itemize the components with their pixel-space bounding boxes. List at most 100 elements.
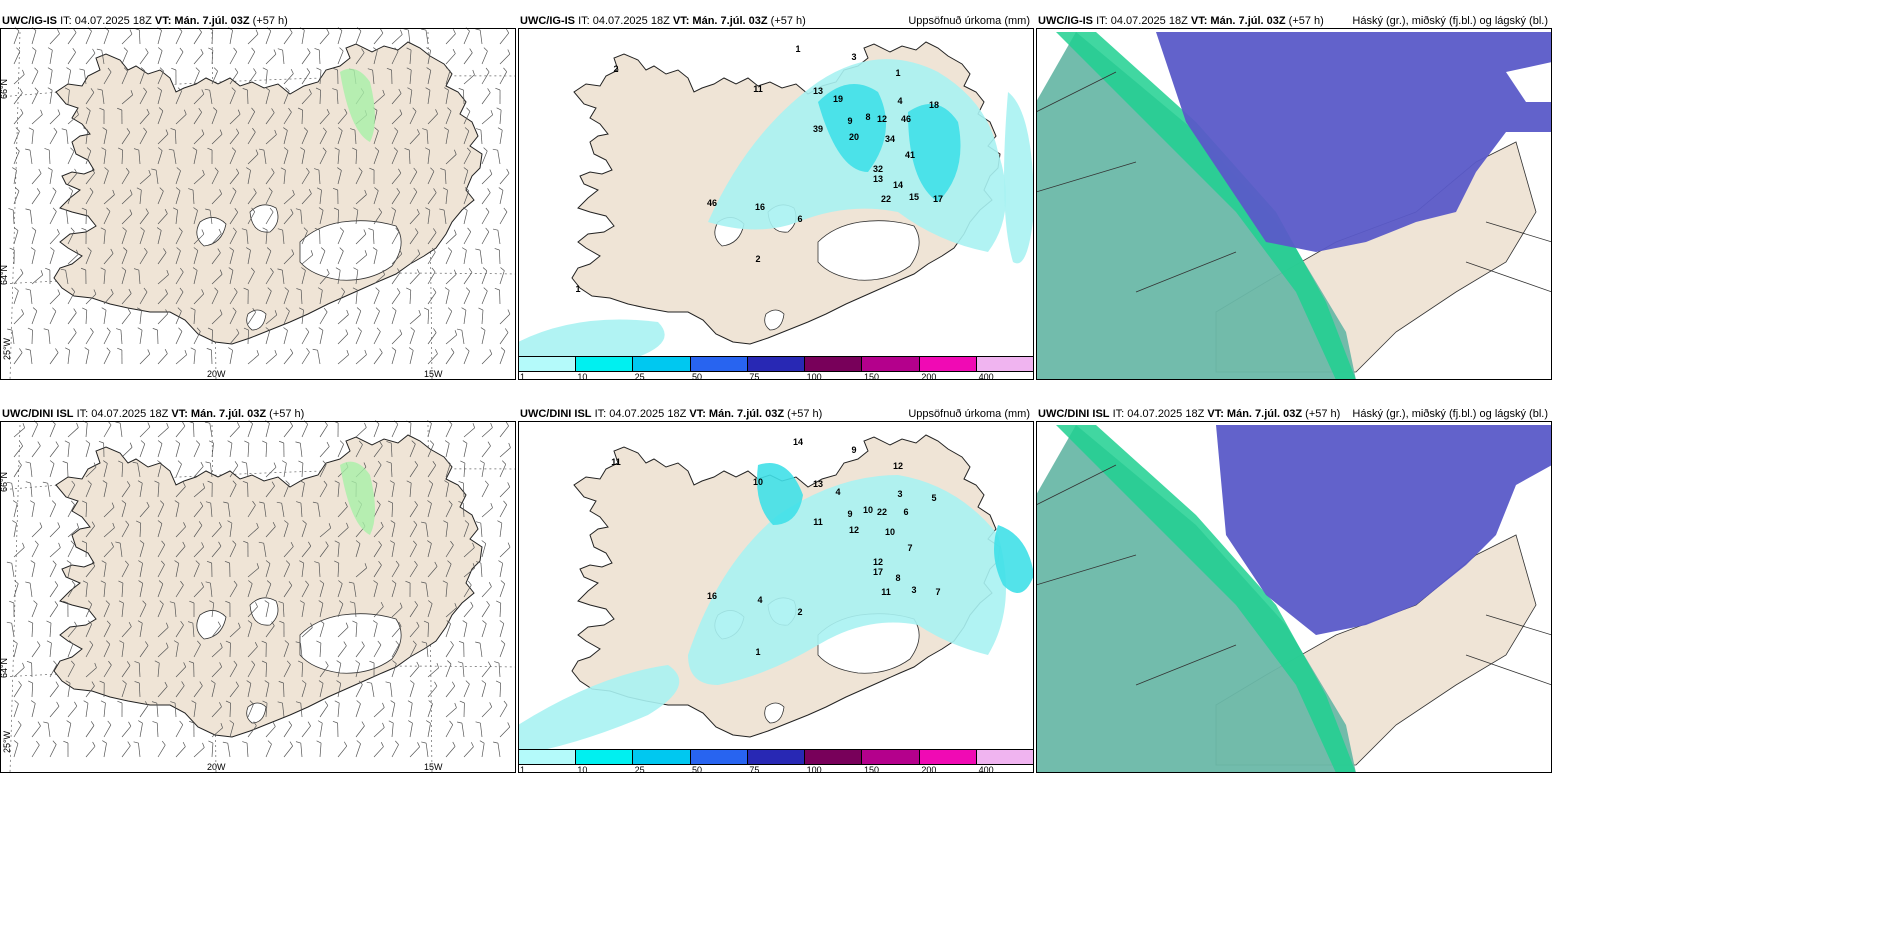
- glacier-outline: [299, 220, 402, 281]
- colorbar-threshold: 200: [921, 765, 937, 773]
- map-canvas[interactable]: [0, 405, 516, 773]
- precip-value-label: 10: [863, 505, 873, 515]
- colorbar-threshold: 150: [864, 765, 880, 773]
- model-name: UWC/IG-IS: [2, 15, 57, 27]
- field-title: Uppsöfnuð úrkoma (mm): [908, 15, 1030, 27]
- lon-tick-15w: 15W: [424, 762, 443, 772]
- precip-value-label: 39: [813, 124, 823, 134]
- valid-time: Mán. 7.júl. 03Z: [174, 15, 250, 27]
- colorbar-threshold: 100: [806, 372, 822, 380]
- precip-value-label: 11: [813, 517, 823, 527]
- precip-value-label: 19: [833, 94, 843, 104]
- precip-value-label: 11: [881, 587, 891, 597]
- colorbar-cells: [518, 356, 1034, 372]
- colorbar-cells: [518, 749, 1034, 765]
- model-name: UWC/IG-IS: [1038, 15, 1093, 27]
- map-canvas[interactable]: [0, 12, 516, 380]
- glacier-outline: [196, 217, 227, 247]
- wind-barbs: [7, 27, 511, 365]
- precip-value-label: 1: [755, 647, 760, 657]
- precip-value-label: 12: [873, 557, 883, 567]
- precip-value-label: 12: [893, 461, 903, 471]
- colorbar-swatch: [576, 750, 634, 764]
- cloud-map-panel: UWC/IG-IS IT: 04.07.2025 18Z VT: Mán. 7.…: [1036, 12, 1552, 380]
- lead-time: (+57 h): [252, 15, 288, 27]
- colorbar-swatch: [633, 357, 691, 371]
- iceland-landmass: [53, 41, 483, 345]
- colorbar-swatch: [919, 750, 977, 764]
- precip-value-label: 34: [885, 134, 895, 144]
- colorbar-swatch: [519, 357, 577, 371]
- colorbar-labels: 1 10 25 50 75 100 150 200 400: [518, 765, 1034, 773]
- wind-barbs: [6, 420, 511, 758]
- colorbar-threshold: 75: [749, 765, 760, 773]
- init-time: IT: 04.07.2025 18Z: [578, 15, 670, 27]
- glacier-outline: [249, 597, 279, 626]
- precip-value-label: 3: [897, 489, 902, 499]
- precip-value-label: 9: [847, 116, 852, 126]
- colorbar-threshold: 150: [864, 372, 880, 380]
- valid-time-label: VT:: [1190, 15, 1208, 27]
- precip-value-label: 9: [851, 445, 856, 455]
- colorbar-threshold: 400: [978, 765, 994, 773]
- precip-value-label: 13: [813, 86, 823, 96]
- light-precip-area: [340, 68, 375, 142]
- map-canvas[interactable]: [1036, 405, 1552, 773]
- precip-value-label: 13: [813, 479, 823, 489]
- colorbar-labels: 1 10 25 50 75 100 150 200 400: [518, 372, 1034, 380]
- precip-value-label: 32: [873, 164, 883, 174]
- colorbar-swatch: [805, 357, 863, 371]
- colorbar-swatch: [576, 357, 634, 371]
- precip-value-label: 10: [753, 477, 763, 487]
- precip-value-label: 12: [849, 525, 859, 535]
- panel-header: UWC/IG-IS IT: 04.07.2025 18Z VT: Mán. 7.…: [2, 15, 288, 27]
- map-canvas[interactable]: [1036, 12, 1552, 380]
- colorbar-swatch: [519, 750, 577, 764]
- wind-map-panel: UWC/DINI ISL IT: 04.07.2025 18Z VT: Mán.…: [0, 405, 516, 773]
- colorbar-swatch: [747, 357, 806, 371]
- colorbar-threshold: 100: [806, 765, 822, 773]
- mid-cloud-band: [1056, 32, 1356, 380]
- precip-value-label: 11: [753, 84, 763, 94]
- precip-value-label: 14: [793, 437, 803, 447]
- glacier-outline: [246, 309, 267, 331]
- colorbar-threshold: 25: [634, 765, 645, 773]
- lead-time: (+57 h): [1305, 408, 1341, 420]
- precip-value-label: 3: [851, 52, 856, 62]
- valid-time: Mán. 7.júl. 03Z: [190, 408, 267, 420]
- precip-value-label: 2: [797, 607, 802, 617]
- valid-time-label: VT:: [1207, 408, 1224, 420]
- init-time: IT: 04.07.2025 18Z: [1112, 408, 1205, 420]
- precip-value-label: 1: [795, 44, 800, 54]
- panel-header: UWC/DINI ISL IT: 04.07.2025 18Z VT: Mán.…: [520, 408, 823, 420]
- map-frame: [518, 421, 1034, 773]
- precip-value-label: 1: [895, 68, 900, 78]
- colorbar-threshold: 50: [692, 372, 703, 380]
- precip-field: [518, 463, 1034, 755]
- glacier-outline: [764, 309, 785, 331]
- precip-value-label: 2: [613, 64, 618, 74]
- valid-time-label: VT:: [171, 408, 188, 420]
- lead-time: (+57 h): [770, 15, 806, 27]
- low-cloud-area: [1036, 425, 1356, 773]
- low-cloud-area: [1036, 32, 1356, 380]
- valid-time-label: VT:: [672, 15, 690, 27]
- panel-header: UWC/IG-IS IT: 04.07.2025 18Z VT: Mán. 7.…: [1038, 15, 1324, 27]
- lat-tick-64n: 64°N: [0, 264, 10, 286]
- precip-field: [518, 59, 1034, 360]
- colorbar-threshold: 1: [520, 765, 526, 773]
- model-name: UWC/DINI ISL: [520, 408, 592, 420]
- precip-value-label: 5: [931, 493, 936, 503]
- colorbar-swatch: [919, 357, 977, 371]
- precip-value-label: 12: [877, 114, 887, 124]
- precip-value-label: 14: [893, 180, 903, 190]
- lat-tick-66n: 66°N: [0, 471, 10, 493]
- colorbar-swatch: [976, 357, 1033, 371]
- precip-value-label: 22: [881, 194, 891, 204]
- precip-colorbar: 1 10 25 50 75 100 150 200 400: [518, 356, 1034, 380]
- lat-tick-64n: 64°N: [0, 657, 10, 679]
- colorbar-swatch: [633, 750, 691, 764]
